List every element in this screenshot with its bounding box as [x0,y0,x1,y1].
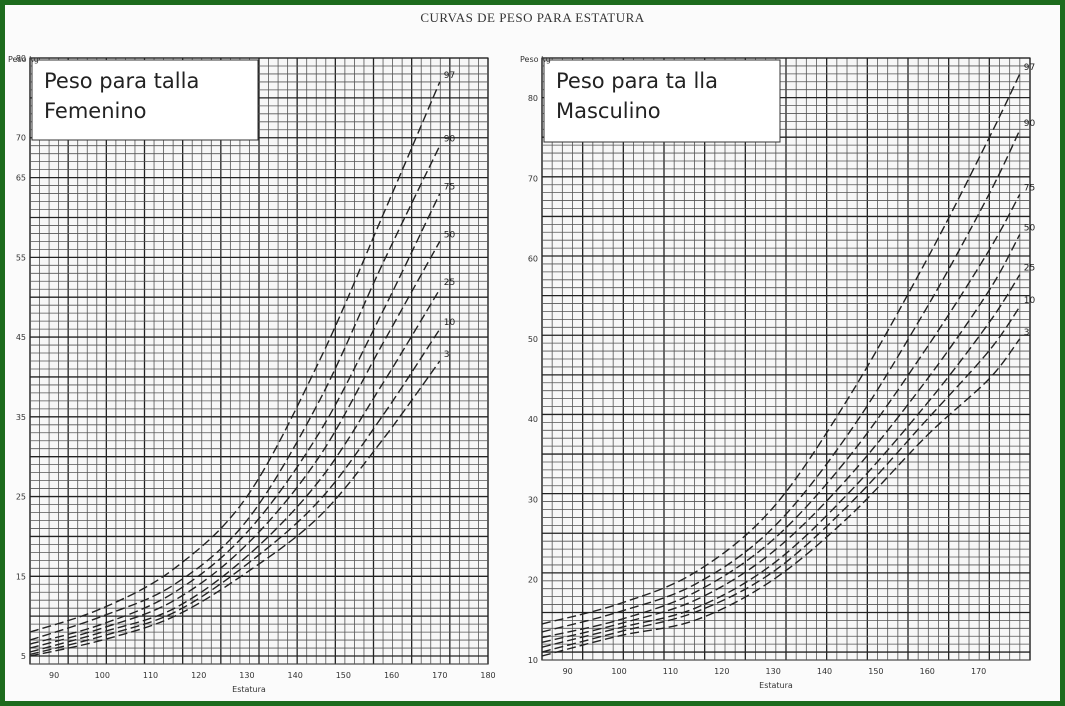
y-tick-label: 20 [528,576,538,585]
y-axis-label: Peso kg [8,55,39,64]
y-tick-label: 30 [528,495,538,504]
percentile-curve-97 [29,81,441,633]
x-tick-label: 150 [336,671,351,680]
chart-title-box: Peso para talla Femenino [31,59,259,141]
percentile-curve-75 [541,194,1021,639]
page-title: CURVAS DE PESO PARA ESTATURA [420,10,645,25]
chart-masculino: Peso para ta lla Masculino 90 100 110 120 130 1… [520,55,1035,690]
x-tick-label: 160 [920,667,935,676]
chart-title-line: Masculino [556,99,661,123]
x-tick-label: 110 [143,671,158,680]
percentile-label: 25 [1024,264,1035,274]
x-tick-label: 110 [663,667,678,676]
y-tick-label: 80 [528,94,538,103]
y-axis-label: Peso kg [520,55,551,64]
percentile-curve-3 [541,338,1021,657]
percentile-label: 90 [444,135,456,145]
grid [29,57,489,665]
x-tick-label: 140 [288,671,303,680]
x-axis-label: Estatura [759,681,793,690]
chart-title-line: Peso para ta lla [556,69,718,93]
percentile-label: 97 [444,71,455,81]
percentile-curve-10 [541,306,1021,653]
percentile-curve-25 [541,274,1021,648]
x-axis-label: Estatura [232,685,266,694]
y-tick-label: 45 [16,333,26,342]
percentile-curve-10 [29,328,441,656]
x-tick-label: 130 [766,667,781,676]
percentile-label: 10 [1024,296,1036,306]
percentile-label: 75 [1024,183,1035,193]
x-tick-label: 90 [563,667,573,676]
percentile-label: 50 [444,230,456,240]
grid [541,57,1031,661]
y-tick-label: 5 [21,652,26,661]
percentile-curve-25 [29,288,441,653]
x-tick-label: 100 [95,671,110,680]
y-tick-label: 80 [16,54,26,63]
chart-title-line: Femenino [44,99,147,123]
chart-femenino: Peso para talla Femenino 90 100 110 120 130 140… [8,54,496,694]
percentile-curve-50 [541,234,1021,643]
percentile-label: 75 [444,183,455,193]
x-tick-label: 160 [384,671,399,680]
y-tick-label: 15 [16,572,26,581]
y-tick-label: 60 [528,255,538,264]
x-tick-label: 90 [49,671,59,680]
y-tick-label: 70 [16,134,26,143]
x-tick-label: 120 [191,671,206,680]
y-tick-label: 10 [528,656,538,665]
percentile-curve-90 [541,129,1021,633]
y-tick-label: 70 [528,174,538,183]
percentile-curve-50 [29,241,441,649]
percentile-curve-75 [29,193,441,645]
percentile-curve-97 [541,73,1021,625]
percentile-label: 3 [1024,328,1030,338]
x-tick-label: 170 [971,667,986,676]
y-tick-label: 55 [16,253,26,262]
y-tick-label: 40 [528,415,538,424]
chart-title-line: Peso para talla [44,69,199,93]
x-tick-label: 100 [611,667,626,676]
chart-title-box: Peso para ta lla Masculino [543,59,781,143]
x-tick-label: 170 [432,671,447,680]
x-tick-label: 180 [480,671,495,680]
y-tick-label: 25 [16,493,26,502]
percentile-curve-90 [29,145,441,641]
x-tick-label: 130 [239,671,254,680]
percentile-label: 97 [1024,63,1035,73]
percentile-label: 25 [444,278,455,288]
x-tick-label: 120 [714,667,729,676]
percentile-label: 90 [1024,119,1036,129]
x-tick-label: 140 [817,667,832,676]
y-tick-label: 35 [16,413,26,422]
percentile-label: 10 [444,318,456,328]
percentile-label: 3 [444,350,450,360]
y-tick-label: 65 [16,174,26,183]
percentile-curve-3 [29,360,441,657]
percentile-label: 50 [1024,224,1036,234]
y-tick-label: 50 [528,335,538,344]
x-tick-label: 150 [868,667,883,676]
